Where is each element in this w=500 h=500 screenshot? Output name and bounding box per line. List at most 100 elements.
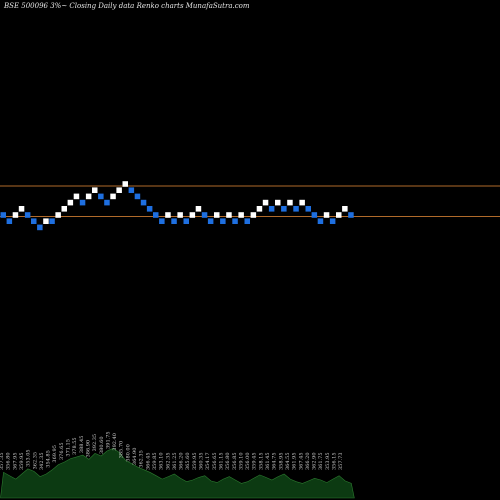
renko-brick-down	[201, 212, 208, 218]
renko-brick-up	[165, 212, 171, 218]
price-label: 361.25	[172, 453, 178, 471]
price-label: 367.95	[12, 453, 18, 471]
renko-brick-down	[134, 193, 141, 200]
price-label: 366.20	[179, 453, 185, 471]
price-label: 353.95	[325, 453, 331, 471]
renko-brick-down	[244, 218, 250, 224]
reference-lines	[0, 185, 500, 217]
volume-area	[0, 447, 355, 499]
price-label: 362.35	[139, 450, 145, 468]
renko-brick-up	[336, 212, 342, 218]
price-label: 363.10	[159, 453, 165, 471]
renko-brick-down	[329, 218, 336, 224]
renko-brick-up	[214, 212, 220, 218]
renko-brick-up	[55, 212, 61, 218]
price-label: 356.65	[212, 453, 218, 471]
price-label: 364.90	[132, 448, 138, 466]
renko-brick-down	[220, 218, 226, 224]
price-label: 366.45	[145, 453, 151, 471]
renko-brick-up	[250, 212, 257, 218]
price-label: 361.15	[219, 453, 225, 471]
price-label: 354.17	[205, 453, 211, 471]
renko-brick-up	[189, 212, 196, 218]
price-label: 361.75	[318, 453, 324, 471]
price-label: 342.35	[39, 453, 45, 471]
renko-brick-down	[128, 187, 135, 193]
price-label: 362.90	[312, 453, 318, 471]
price-label: 359.45	[252, 453, 258, 471]
renko-brick-up	[18, 206, 25, 212]
chart-title: BSE 500096 3%~ Closing Daily data Renko …	[3, 2, 250, 10]
price-label: 380.00	[125, 444, 131, 462]
renko-brick-down	[6, 218, 13, 224]
price-label: 359.10	[238, 453, 244, 471]
renko-brick-down	[232, 218, 238, 224]
price-label: 361.95	[292, 453, 298, 471]
price-label: 366.20	[305, 453, 311, 471]
renko-brick-up	[195, 206, 202, 212]
price-label: 356.15	[332, 453, 338, 471]
renko-brick-down	[79, 199, 86, 206]
price-label: 364.75	[272, 453, 278, 471]
renko-brick-up	[61, 206, 67, 212]
renko-brick-up	[287, 199, 293, 206]
renko-brick-up	[177, 212, 183, 218]
renko-brick-down	[24, 212, 31, 218]
renko-brick-up	[92, 187, 98, 193]
renko-brick-up	[12, 212, 19, 218]
price-label: 359.85	[152, 453, 158, 471]
price-label: 356.80	[6, 453, 12, 471]
renko-brick-down	[159, 218, 165, 224]
volume-series	[0, 447, 355, 499]
renko-brick-down	[0, 212, 6, 218]
renko-brick-down	[348, 212, 354, 218]
renko-brick-up	[275, 199, 281, 206]
price-label: 392.40	[112, 433, 118, 451]
renko-brick-down	[104, 199, 110, 206]
price-label: 391.75	[105, 431, 111, 449]
renko-brick-down	[37, 224, 43, 231]
price-label: 359.95	[192, 453, 198, 471]
price-label: 357.35	[0, 453, 5, 471]
renko-brick-up	[226, 212, 232, 218]
renko-brick-down	[153, 212, 159, 218]
renko-brick-up	[256, 206, 263, 212]
price-label: 353.05	[26, 449, 32, 467]
renko-brick-up	[262, 199, 269, 206]
price-label: 356.00	[245, 453, 251, 471]
price-label: 364.55	[285, 453, 291, 471]
renko-brick-down	[146, 206, 153, 212]
renko-brick-up	[299, 199, 305, 206]
price-label: 356.85	[232, 453, 238, 471]
renko-brick-up	[73, 193, 80, 200]
price-label: 361.45	[265, 453, 271, 471]
price-label: 358.15	[258, 453, 264, 471]
renko-bricks	[0, 181, 354, 231]
renko-brick-down	[281, 206, 287, 212]
price-label: 367.45	[298, 453, 304, 471]
price-label: 378.55	[72, 437, 78, 455]
price-label: 357.73	[338, 453, 344, 471]
renko-brick-down	[268, 206, 275, 212]
renko-brick-down	[311, 212, 318, 218]
price-label: 369.95	[52, 445, 58, 463]
price-label: 358.95	[278, 453, 284, 471]
renko-brick-up	[67, 199, 74, 206]
renko-brick-down	[171, 218, 177, 224]
price-label: 392.35	[92, 434, 98, 452]
price-label: 359.95	[19, 453, 25, 471]
renko-brick-down	[207, 218, 214, 224]
price-label: 386.90	[86, 440, 92, 458]
price-label: 371.15	[66, 439, 72, 457]
renko-brick-up	[85, 193, 92, 200]
renko-brick-down	[183, 218, 189, 224]
price-label: 388.45	[79, 436, 85, 454]
renko-brick-down	[317, 218, 324, 224]
price-label: 360.35	[199, 453, 205, 471]
renko-brick-down	[293, 206, 299, 212]
price-label: 385.70	[119, 441, 125, 459]
price-label: 362.35	[165, 453, 171, 471]
price-label: 354.85	[46, 450, 52, 468]
